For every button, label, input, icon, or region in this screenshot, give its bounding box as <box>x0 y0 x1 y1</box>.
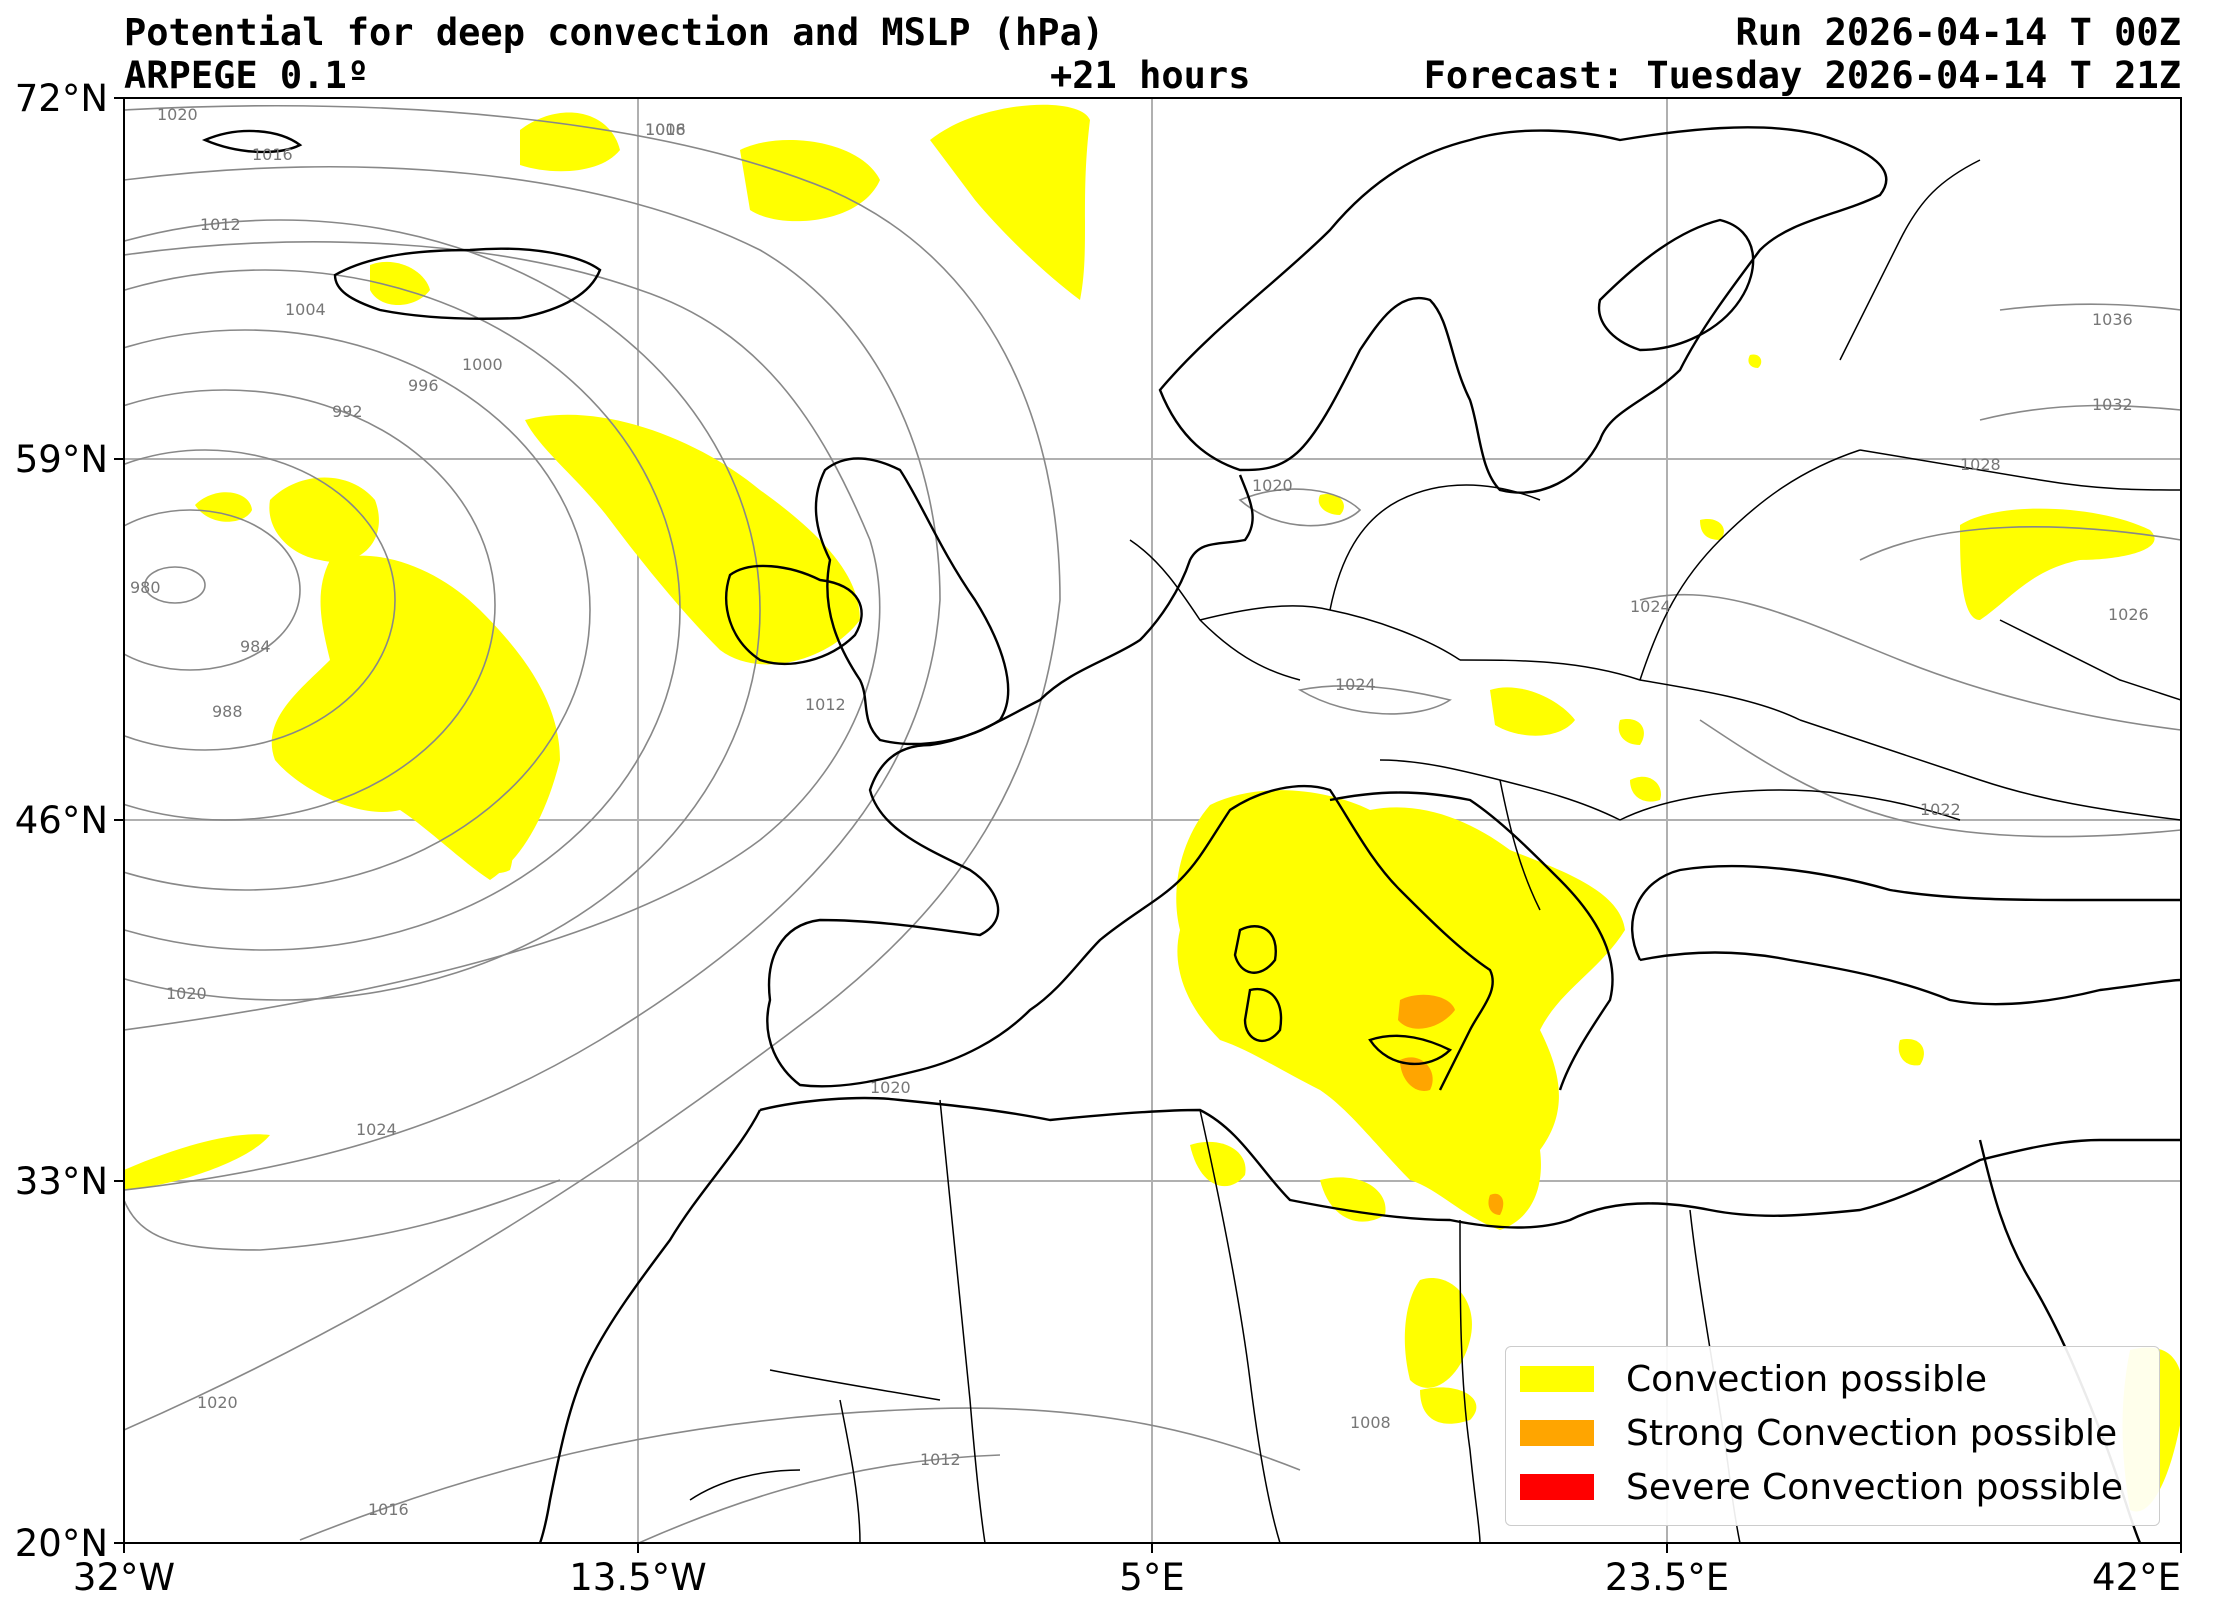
map-title: Potential for deep convection and MSLP (… <box>124 11 1105 54</box>
lon-tick-label: 23.5°E <box>1605 1556 1729 1599</box>
isobars <box>124 105 2181 1543</box>
model-name: ARPEGE 0.1º <box>124 54 370 97</box>
isobar-label: 1024 <box>1335 675 1376 694</box>
legend-item-convection: Convection possible <box>1520 1358 1988 1400</box>
isobar-label: 992 <box>332 402 363 421</box>
lat-tick-label: 33°N <box>15 1160 108 1203</box>
isobar-label: 1020 <box>197 1393 238 1412</box>
isobar-label: 1004 <box>285 300 326 319</box>
isobar-label: 1008 <box>1350 1413 1391 1432</box>
isobar-label: 980 <box>130 578 161 597</box>
lat-tick-label: 59°N <box>15 438 108 481</box>
legend-item-severe: Severe Convection possible <box>1520 1466 2124 1508</box>
isobar-label: 1024 <box>1630 597 1671 616</box>
isobar-label: 1024 <box>356 1120 397 1139</box>
legend: Convection possible Strong Convection po… <box>1505 1346 2160 1526</box>
convection-areas <box>124 104 2181 1512</box>
lat-tick-label: 46°N <box>15 799 108 842</box>
lat-axis: 72°N 59°N 46°N 33°N 20°N <box>15 77 124 1565</box>
legend-swatch <box>1520 1420 1594 1446</box>
lon-tick-label: 13.5°W <box>569 1556 706 1599</box>
isobar-label: 1020 <box>166 984 207 1003</box>
lon-axis: 32°W 13.5°W 5°E 23.5°E 42°E <box>73 1543 2182 1599</box>
forecast-time: Forecast: Tuesday 2026-04-14 T 21Z <box>1423 54 2181 97</box>
coastlines <box>201 126 2181 1543</box>
lon-tick-label: 5°E <box>1119 1556 1184 1599</box>
strong-convection-areas <box>1398 994 1504 1215</box>
lon-tick-label: 42°E <box>2092 1556 2181 1599</box>
isobar-label: 1000 <box>462 355 503 374</box>
isobar-label: 1032 <box>2092 395 2133 414</box>
legend-label: Severe Convection possible <box>1626 1466 2124 1508</box>
isobar-label: 1020 <box>1252 476 1293 495</box>
isobar-label: 1016 <box>368 1500 409 1519</box>
isobar-label: 1020 <box>870 1078 911 1097</box>
isobar-label: 988 <box>212 702 243 721</box>
isobar-label: 1020 <box>157 105 198 124</box>
isobar-label: 984 <box>240 637 271 656</box>
isobar-label: 1026 <box>2108 605 2149 624</box>
isobar-labels: 1020 1016 1012 1008 1004 1000 996 992 98… <box>130 105 2149 1519</box>
isobar-label: 1008 <box>645 120 686 139</box>
isobar-label: 1016 <box>252 145 293 164</box>
lead-time: +21 hours <box>1050 54 1251 97</box>
isobar-label: 1012 <box>805 695 846 714</box>
isobar-label: 1036 <box>2092 310 2133 329</box>
lat-tick-label: 20°N <box>15 1522 108 1565</box>
borders <box>689 159 2181 1543</box>
legend-swatch <box>1520 1366 1594 1392</box>
isobar-label: 1012 <box>920 1450 961 1469</box>
isobar-label: 996 <box>408 376 439 395</box>
lat-tick-label: 72°N <box>15 77 108 120</box>
isobar-label: 1022 <box>1920 800 1961 819</box>
legend-item-strong: Strong Convection possible <box>1520 1412 2118 1454</box>
run-time: Run 2026-04-14 T 00Z <box>1735 11 2181 54</box>
isobar-label: 1012 <box>200 215 241 234</box>
isobar-label: 1028 <box>1960 455 2001 474</box>
legend-swatch <box>1520 1474 1594 1500</box>
isobar-label: 1016 <box>645 120 686 139</box>
legend-label: Strong Convection possible <box>1626 1412 2118 1454</box>
lon-tick-label: 32°W <box>73 1556 175 1599</box>
legend-label: Convection possible <box>1626 1358 1988 1400</box>
